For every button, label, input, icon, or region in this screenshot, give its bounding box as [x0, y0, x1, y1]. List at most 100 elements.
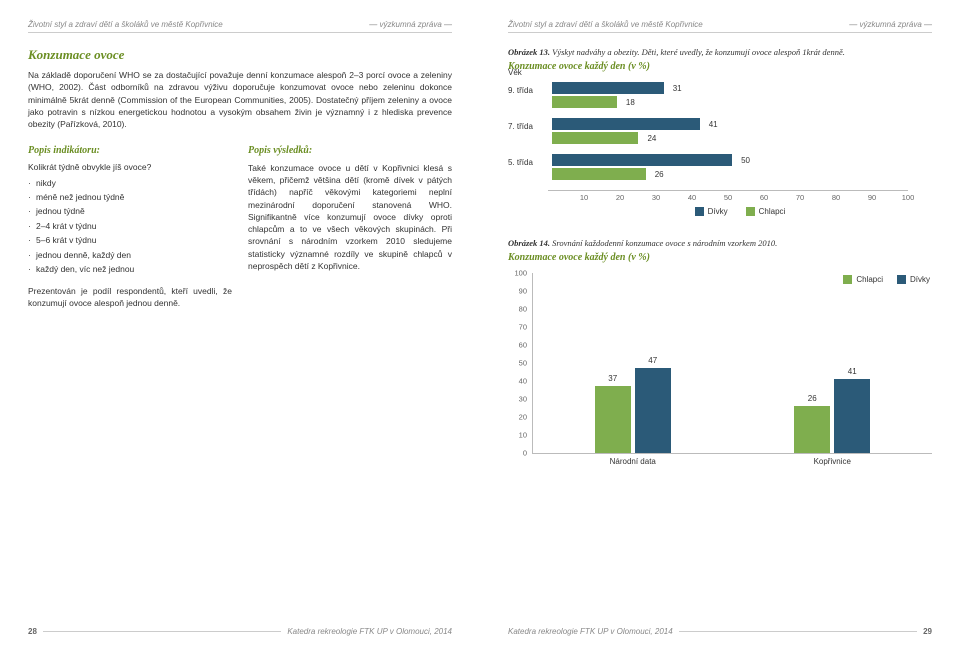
- figure14-num: Obrázek 14.: [508, 238, 550, 248]
- page-header: Životní styl a zdraví dětí a školáků ve …: [28, 20, 452, 33]
- list-item: jednou denně, každý den: [28, 248, 232, 262]
- axis-tick: 100: [902, 193, 915, 202]
- legend-swatch: [746, 207, 755, 216]
- indicator-options: nikdy méně než jednou týdně jednou týdně…: [28, 176, 232, 277]
- hbar-category-label: 9. třída: [508, 82, 552, 95]
- chart-legend: Dívky Chlapci: [548, 207, 932, 216]
- hbar-value: 26: [655, 170, 664, 179]
- axis-tick: 10: [580, 193, 588, 202]
- axis-tick: 80: [519, 305, 527, 314]
- hbar-value: 41: [709, 120, 718, 129]
- indicator-heading: Popis indikátoru:: [28, 145, 232, 156]
- vbar-bar: 47: [635, 368, 671, 453]
- vbar-bar: 26: [794, 406, 830, 453]
- axis-tick: 90: [868, 193, 876, 202]
- hbar-value: 50: [741, 156, 750, 165]
- figure14-title: Konzumace ovoce každý den (v %): [508, 252, 932, 263]
- hbar-row: 9. třída3118: [548, 82, 932, 110]
- axis-tick: 40: [519, 377, 527, 386]
- figure14-label: Obrázek 14. Srovnání každodenní konzumac…: [508, 238, 932, 248]
- page-header: Životní styl a zdraví dětí a školáků ve …: [508, 20, 932, 33]
- hbar-category-label: 7. třída: [508, 118, 552, 131]
- results-paragraph: Také konzumace ovoce u dětí v Kopřivnici…: [248, 162, 452, 273]
- vbar-group: 3747Národní data: [533, 273, 733, 453]
- list-item: méně než jednou týdně: [28, 190, 232, 204]
- vbar-value: 37: [595, 374, 631, 383]
- axis-tick: 0: [523, 449, 527, 458]
- page-footer: 28 Katedra rekreologie FTK UP v Olomouci…: [28, 626, 452, 636]
- figure13-chart: Věk9. třída31187. třída41245. třída50261…: [548, 82, 932, 216]
- list-item: každý den, víc než jednou: [28, 262, 232, 276]
- results-heading: Popis výsledků:: [248, 145, 452, 156]
- axis-tick: 20: [616, 193, 624, 202]
- vbar-bar: 41: [834, 379, 870, 453]
- vbar-group-label: Národní data: [533, 457, 733, 466]
- hbar-bars: 41 24: [552, 118, 932, 146]
- legend-label: Dívky: [708, 207, 728, 216]
- indicator-note: Prezentován je podíl respondentů, kteří …: [28, 285, 232, 310]
- page-footer: Katedra rekreologie FTK UP v Olomouci, 2…: [508, 626, 932, 636]
- figure14-chart: 0102030405060708090100 ChlapciDívky3747N…: [508, 273, 932, 454]
- hbar-bars: 50 26: [552, 154, 932, 182]
- footer-rule: [679, 631, 917, 632]
- running-note: — výzkumná zpráva —: [849, 20, 932, 29]
- running-title: Životní styl a zdraví dětí a školáků ve …: [508, 20, 703, 29]
- list-item: nikdy: [28, 176, 232, 190]
- list-item: 2–4 krát v týdnu: [28, 219, 232, 233]
- list-item: 5–6 krát v týdnu: [28, 233, 232, 247]
- axis-tick: 10: [519, 431, 527, 440]
- legend-label: Chlapci: [759, 207, 786, 216]
- axis-tick: 30: [519, 395, 527, 404]
- figure13-label: Obrázek 13. Výskyt nadváhy a obezity. Dě…: [508, 47, 932, 57]
- hbar-bar: 18: [552, 96, 617, 108]
- figure13-caption: Výskyt nadváhy a obezity. Děti, které uv…: [552, 47, 845, 57]
- chart-ylabel: Věk: [508, 68, 522, 77]
- hbar-row: 7. třída4124: [548, 118, 932, 146]
- vbar-group-label: Kopřivnice: [733, 457, 933, 466]
- vbar-value: 41: [834, 367, 870, 376]
- page-right: Životní styl a zdraví dětí a školáků ve …: [480, 0, 960, 654]
- footer-source: Katedra rekreologie FTK UP v Olomouci, 2…: [287, 627, 452, 636]
- hbar-axis: 102030405060708090100: [548, 190, 908, 205]
- spread: Životní styl a zdraví dětí a školáků ve …: [0, 0, 960, 654]
- footer-rule: [43, 631, 281, 632]
- axis-tick: 50: [724, 193, 732, 202]
- hbar-bar: 41: [552, 118, 700, 130]
- legend-swatch: [695, 207, 704, 216]
- hbar-bars: 31 18: [552, 82, 932, 110]
- legend-item: Dívky: [695, 207, 728, 216]
- list-item: jednou týdně: [28, 204, 232, 218]
- figure13-num: Obrázek 13.: [508, 47, 550, 57]
- hbar-row: 5. třída5026: [548, 154, 932, 182]
- vbar-value: 47: [635, 356, 671, 365]
- indicator-question: Kolikrát týdně obvykle jíš ovoce?: [28, 162, 232, 172]
- legend-item: Chlapci: [746, 207, 786, 216]
- running-title: Životní styl a zdraví dětí a školáků ve …: [28, 20, 223, 29]
- page-number: 28: [28, 627, 37, 636]
- axis-tick: 30: [652, 193, 660, 202]
- hbar-bar: 24: [552, 132, 638, 144]
- axis-tick: 100: [514, 269, 527, 278]
- figure13-title: Konzumace ovoce každý den (v %): [508, 61, 932, 72]
- axis-tick: 40: [688, 193, 696, 202]
- page-left: Životní styl a zdraví dětí a školáků ve …: [0, 0, 480, 654]
- axis-tick: 70: [519, 323, 527, 332]
- axis-tick: 60: [760, 193, 768, 202]
- vbar-bar: 37: [595, 386, 631, 453]
- page-number: 29: [923, 627, 932, 636]
- hbar-value: 24: [647, 134, 656, 143]
- indicator-column: Popis indikátoru: Kolikrát týdně obvykle…: [28, 145, 232, 318]
- axis-tick: 50: [519, 359, 527, 368]
- axis-tick: 20: [519, 413, 527, 422]
- footer-source: Katedra rekreologie FTK UP v Olomouci, 2…: [508, 627, 673, 636]
- running-note: — výzkumná zpráva —: [369, 20, 452, 29]
- axis-tick: 70: [796, 193, 804, 202]
- hbar-value: 31: [673, 84, 682, 93]
- axis-tick: 90: [519, 287, 527, 296]
- vbar-value: 26: [794, 394, 830, 403]
- axis-tick: 60: [519, 341, 527, 350]
- hbar-bar: 26: [552, 168, 646, 180]
- vbar-group: 2641Kopřivnice: [733, 273, 933, 453]
- section-title: Konzumace ovoce: [28, 47, 452, 63]
- hbar-value: 18: [626, 98, 635, 107]
